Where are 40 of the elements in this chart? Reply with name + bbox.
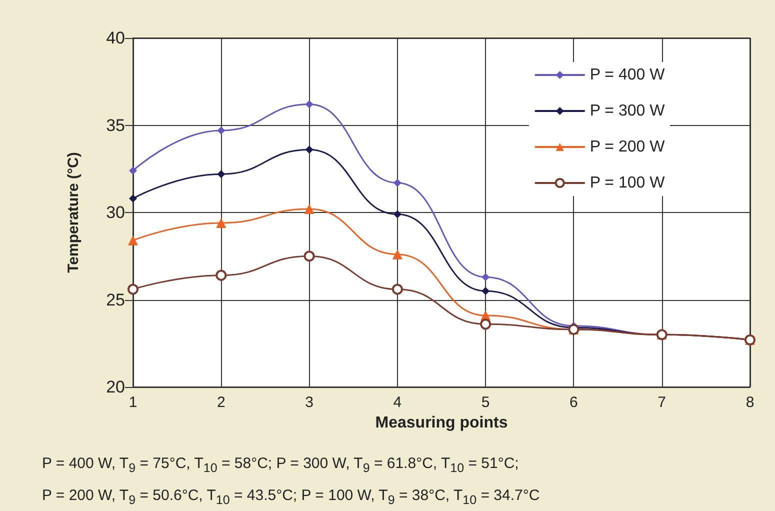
- point: [217, 126, 226, 134]
- point: [305, 146, 314, 154]
- text: P = 400 W, T$_{9}$ = 75°C, T$_{10}$ = 58°C; P = 300 W, T$_{9}$ = 61.8°C, T$_{10}$ = 51°C;: [42, 455, 519, 475]
- point: [482, 287, 490, 296]
- legend-label: P = 100 W: [590, 174, 666, 192]
- legend-label: P = 200 W: [590, 138, 666, 156]
- x-tick-label: 6: [570, 394, 578, 411]
- y-tick-label: 30: [106, 203, 125, 222]
- legend-label: P = 300 W: [590, 102, 666, 120]
- y-axis-title: Temperature (°C): [65, 152, 82, 273]
- point: [480, 318, 492, 330]
- y-tick-label: 40: [106, 28, 125, 48]
- x-tick-label: 5: [481, 394, 490, 411]
- x-axis-title: Measuring points: [375, 414, 508, 432]
- x-tick-label: 2: [216, 394, 226, 411]
- point: [128, 284, 138, 295]
- text: P = 200 W, T$_{9}$ = 50.6°C, T$_{10}$ = 43.5°C; P = 100 W, T$_{9}$ = 38°C, T$_{10}$ = 34.7°C: [42, 487, 540, 507]
- point: [304, 204, 314, 214]
- x-tick-label: 1: [128, 394, 138, 411]
- point: [393, 178, 402, 187]
- x-tick-label: 4: [393, 394, 402, 411]
- point: [392, 249, 402, 260]
- legend-label: P = 400 W: [590, 66, 666, 84]
- point: [216, 270, 227, 281]
- point: [129, 166, 137, 175]
- point: [128, 235, 138, 246]
- point: [482, 273, 490, 282]
- point: [304, 250, 315, 262]
- y-tick-label: 25: [106, 290, 125, 310]
- x-tick-label: 3: [305, 394, 314, 411]
- y-tick-label: 20: [106, 378, 125, 396]
- point: [305, 100, 314, 108]
- point: [216, 218, 226, 228]
- point: [392, 284, 403, 295]
- x-tick-label: 8: [746, 394, 754, 411]
- point: [129, 194, 137, 203]
- point: [393, 210, 402, 218]
- y-tick-label: 35: [106, 116, 125, 135]
- x-tick-label: 7: [658, 394, 666, 411]
- point: [217, 170, 226, 178]
